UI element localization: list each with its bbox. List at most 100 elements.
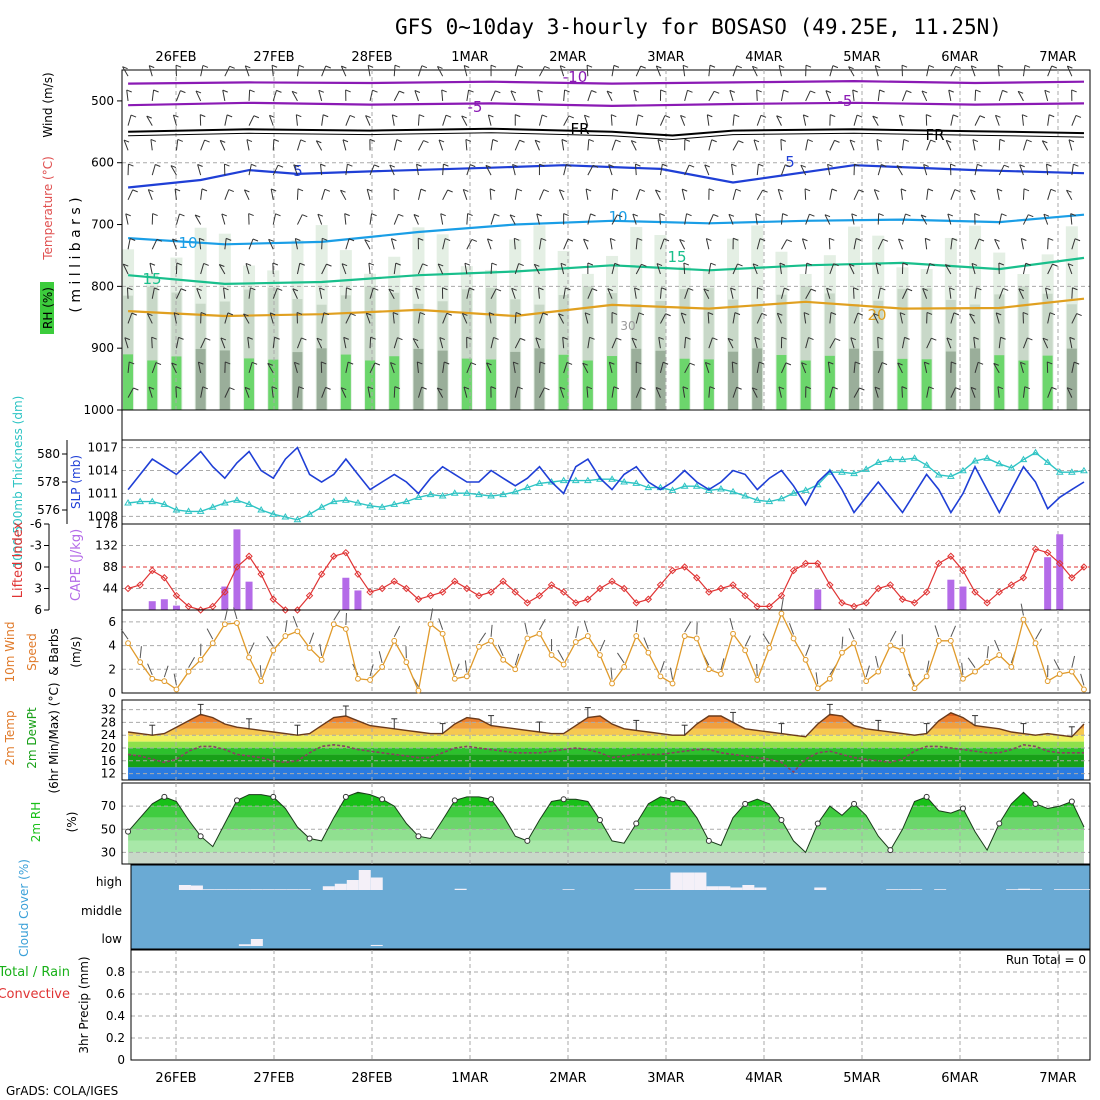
isotherm-label: 5 [785,153,795,171]
wind-speed-point [960,675,966,682]
thickness-point [233,496,241,503]
rh-point [197,833,204,840]
lifted-index-point [632,599,640,607]
wind-barb [466,213,469,225]
wind-barb-flag [734,312,741,316]
wind-barb [732,114,735,126]
wind-barb [344,213,347,225]
wind-barb-flag [370,336,376,340]
wind-barb [461,313,468,324]
wind-barb-flag [534,263,540,267]
date-label-top: 1MAR [451,50,488,65]
wind-speed-point [826,675,833,682]
panel-frame [121,699,1091,781]
wind-barb [439,337,444,349]
wind-barb [744,635,751,647]
rh-point [996,820,1003,827]
cloud-high-bar [238,889,251,890]
lifted-index-point [693,574,701,582]
wind-barb [393,386,396,398]
wind-barb [1071,362,1075,374]
wind-barb [853,189,860,201]
wind-barb-flag [346,287,352,291]
wind-barb-flag [1069,336,1075,340]
thickness-point [608,475,616,482]
wind-barb-flag [129,238,136,241]
rh-point [742,800,749,807]
wind-barb [684,362,691,374]
y-tick-label: 800 [91,279,114,293]
wind-barb [437,66,444,77]
wind-barb-flag [298,386,304,390]
wind-barb [950,238,953,250]
lifted-index-point [572,599,580,607]
wind-barb-flag [544,387,550,391]
wind-barb [1019,362,1024,374]
wind-barb-flag [1003,164,1010,168]
wind-barb [756,663,758,676]
wind-barb-flag [1001,213,1007,217]
wind-barb-flag [124,337,131,341]
thickness-point [220,499,229,506]
lifted-index-point [959,566,967,575]
wind-barb-flag [754,336,760,340]
wind-barb [704,164,710,176]
wind-barb-flag [369,138,376,142]
wind-barb [853,312,859,324]
wind-barb-flag [778,188,784,192]
wind-barb-flag [367,386,374,390]
wind-barb-flag [975,89,981,93]
rh-point [923,793,930,800]
cloud-high-bar [286,889,299,890]
wind-barb [635,264,642,275]
wind-barb-flag [1050,188,1057,192]
wind-barb [875,655,879,668]
wind-barb [779,263,782,275]
rh-area [800,286,811,410]
wind-barb [367,386,371,398]
lifted-axis-label: Lifted Index [11,521,26,598]
wind-barb-flag [565,287,571,291]
wind-speed-point [863,678,870,685]
wind-barb-flag [222,89,228,93]
wind-barb [221,213,226,225]
rh-area [389,356,400,410]
rh-area [510,351,521,410]
wind-barb-flag [1073,163,1079,167]
lifted-index-point [826,581,834,589]
isotherm-freezing [128,127,1085,137]
wind-speed-point [342,626,349,632]
wind-barb-flag [824,214,831,218]
wind-barb-flag [655,387,662,390]
rh-tick-label: 50 [101,822,116,836]
chart-title: GFS 0~10day 3-hourly for BOSASO (49.25E,… [395,15,1002,39]
wind-barb [489,188,492,200]
wind-barb-flag [1021,238,1027,241]
wind-barb [872,313,879,324]
rh-area [703,359,714,410]
panel-frame [121,609,1091,694]
wind-barb [732,312,736,324]
wind-barb [512,164,516,176]
wind-barb [753,139,758,151]
wind-barb [512,361,516,373]
wind-barb [533,264,540,275]
wind-barb-flag [421,386,427,390]
wind-barb [343,337,347,349]
wind-barb [587,288,593,299]
lifted-index-point [995,588,1003,596]
wind-barb-flag [246,139,253,143]
wind-barb-flag [1071,89,1077,93]
wind-barb [430,608,434,621]
wind-barb [815,672,819,685]
rh-area [897,288,908,410]
wind-barb-flag [244,189,250,193]
wind-barb [1053,659,1061,671]
rh-area [1018,286,1029,410]
wind-barb-flag [851,213,857,217]
wind-barb-flag [900,188,907,192]
wind-barb-flag [1046,163,1052,167]
lifted-index-point [596,584,604,593]
wind-barb [788,623,795,635]
wind-barb-flag [413,214,420,217]
